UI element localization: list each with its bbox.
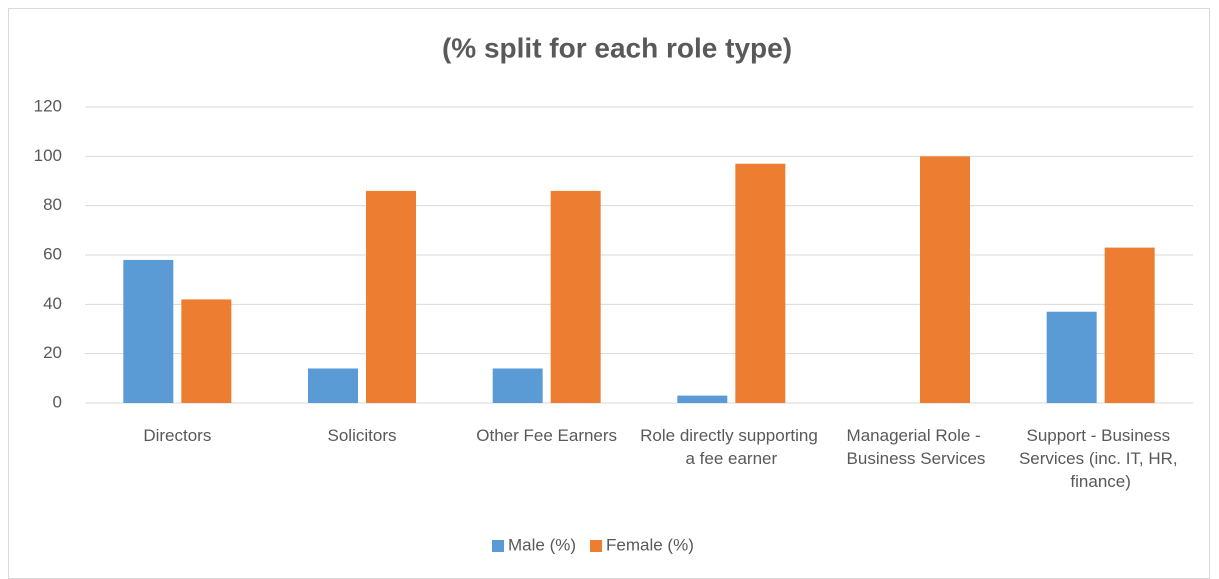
x-tick-label: Managerial Role - Business Services: [847, 426, 986, 468]
bar: [1104, 247, 1155, 403]
bar: [735, 163, 786, 403]
y-tick-label: 120: [34, 96, 62, 115]
x-tick-label: Directors: [143, 426, 211, 445]
x-tick-label: Solicitors: [328, 426, 397, 445]
chart-border: [8, 8, 1210, 579]
bar: [123, 259, 174, 403]
legend-swatch: [590, 540, 603, 552]
legend-label: Male (%): [508, 535, 576, 554]
bar: [492, 368, 543, 403]
bar: [1046, 311, 1097, 403]
bar: [308, 368, 358, 403]
y-tick-label: 40: [43, 294, 62, 313]
chart-title: (% split for each role type): [442, 32, 792, 63]
x-tick-label: Other Fee Earners: [476, 426, 617, 445]
bar: [550, 190, 601, 403]
bar: [677, 395, 728, 403]
y-tick-label: 100: [34, 146, 62, 165]
y-tick-label: 80: [43, 195, 62, 214]
legend-label: Female (%): [606, 535, 694, 554]
y-tick-label: 60: [43, 244, 62, 263]
legend-swatch: [492, 540, 504, 552]
y-tick-label: 0: [53, 392, 62, 411]
bar: [920, 156, 970, 403]
x-tick-label: Role directly supporting a fee earner: [640, 426, 822, 468]
bar: [366, 190, 416, 403]
x-tick-label: Support - Business Services (inc. IT, HR…: [1019, 426, 1182, 491]
bar: [181, 299, 232, 403]
y-tick-label: 20: [43, 343, 62, 362]
